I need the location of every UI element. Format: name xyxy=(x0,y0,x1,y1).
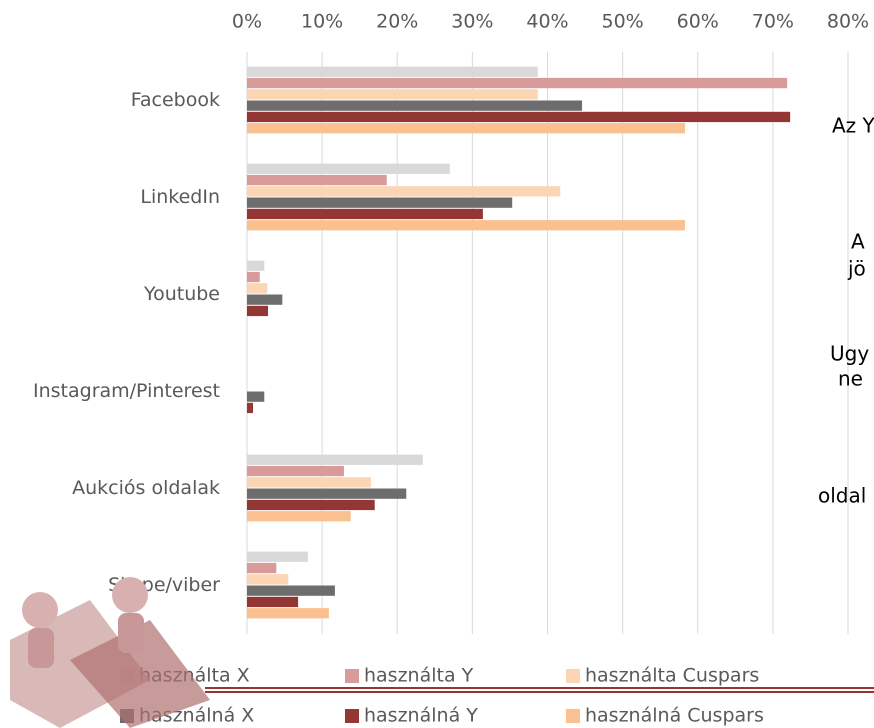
x-tick-label: 70% xyxy=(752,11,794,33)
bar xyxy=(247,123,685,133)
legend-swatch xyxy=(345,709,359,723)
bar xyxy=(247,403,253,413)
bar xyxy=(247,586,335,596)
y-tick-label: Youtube xyxy=(143,283,220,305)
bar xyxy=(247,78,787,88)
y-tick-label: Facebook xyxy=(131,89,220,111)
bar xyxy=(247,209,483,219)
bar xyxy=(247,392,264,402)
bar xyxy=(247,89,538,99)
x-tick-label: 50% xyxy=(602,11,644,33)
bar xyxy=(247,552,308,562)
bar xyxy=(247,164,450,174)
y-tick-label: Aukciós oldalak xyxy=(72,477,220,499)
bar xyxy=(247,511,351,521)
bar xyxy=(247,455,423,465)
annotation: Ugy xyxy=(830,342,869,366)
legend-label: használná Cuspars xyxy=(585,705,764,727)
plot: 0% 10% 20% 30% 40% 50% 60% 70% 80% Facebook Linked… xyxy=(33,11,874,727)
chart: 0% 10% 20% 30% 40% 50% 60% 70% 80% Facebook Linked… xyxy=(0,0,874,728)
bar xyxy=(247,295,282,305)
annotation: A xyxy=(851,230,865,254)
bar xyxy=(247,306,268,316)
bar xyxy=(247,272,260,282)
legend-label: használná Y xyxy=(364,705,478,727)
annotation: ne xyxy=(838,367,863,391)
y-tick-label: LinkedIn xyxy=(140,186,220,208)
bar xyxy=(247,597,298,607)
legend-swatch xyxy=(345,669,359,683)
bar xyxy=(247,466,344,476)
bar xyxy=(247,220,685,230)
annotation: oldal xyxy=(818,484,866,508)
y-tick-label: Instagram/Pinterest xyxy=(33,380,220,402)
bar xyxy=(247,489,406,499)
x-tick-label: 30% xyxy=(451,11,493,33)
legend-label: használta Cuspars xyxy=(585,665,759,687)
bar xyxy=(247,112,790,122)
bar xyxy=(247,563,276,573)
x-tick-label: 40% xyxy=(526,11,568,33)
bar xyxy=(247,574,288,584)
legend-label: használta Y xyxy=(364,665,474,687)
annotation: jö xyxy=(847,257,866,281)
bar xyxy=(247,261,264,271)
bar xyxy=(247,175,387,185)
annotation: Az Y xyxy=(832,114,874,138)
decor-figure xyxy=(10,577,210,728)
x-tick-label: 20% xyxy=(376,11,418,33)
bar xyxy=(247,186,560,196)
legend-swatch xyxy=(566,709,580,723)
x-tick-label: 60% xyxy=(677,11,719,33)
bar xyxy=(247,608,329,618)
x-tick-label: 0% xyxy=(232,11,262,33)
bar xyxy=(247,500,375,510)
bar xyxy=(247,101,582,111)
bar xyxy=(247,477,371,487)
legend-swatch xyxy=(566,669,580,683)
bar xyxy=(247,198,512,208)
bar xyxy=(247,67,538,77)
bar xyxy=(247,283,267,293)
x-tick-label: 80% xyxy=(827,11,869,33)
x-tick-label: 10% xyxy=(301,11,343,33)
